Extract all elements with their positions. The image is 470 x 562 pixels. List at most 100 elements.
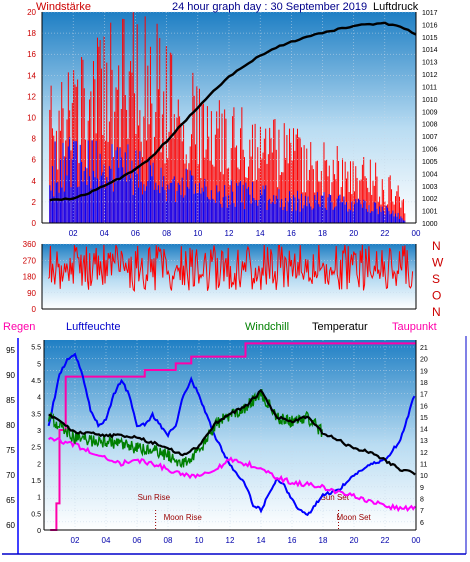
wind-tick-label: 6: [32, 156, 37, 165]
wind-tick-label: 10: [27, 114, 36, 123]
climate-x-tick: 08: [164, 536, 173, 545]
wind-tick-label: 14: [27, 71, 36, 80]
climate-x-tick: 10: [195, 536, 204, 545]
humidity-tick-label: 80: [6, 421, 15, 430]
pressure-axis-title: Luftdruck: [373, 1, 419, 13]
pressure-tick-label: 1009: [422, 109, 438, 116]
dewpoint-legend: Taupunkt: [392, 321, 437, 333]
pressure-tick-label: 1007: [422, 134, 438, 141]
wind-x-tick: 14: [256, 229, 265, 238]
wind-x-tick: 06: [131, 229, 140, 238]
humidity-tick-label: 70: [6, 471, 15, 480]
pressure-tick-label: 1014: [422, 47, 438, 54]
wind-tick-label: 8: [32, 135, 37, 144]
wind-x-tick: 10: [193, 229, 202, 238]
wind-tick-label: 12: [27, 92, 36, 101]
temperature-tick-label: 19: [420, 368, 428, 375]
rain-tick-label: 4.5: [31, 378, 41, 385]
temperature-tick-label: 6: [420, 520, 424, 527]
pressure-tick-label: 1010: [422, 97, 438, 104]
temperature-tick-label: 12: [420, 450, 428, 457]
wind-tick-label: 4: [32, 177, 37, 186]
direction-tick-label: 180: [23, 273, 37, 282]
wind-tick-label: 0: [32, 219, 37, 228]
rain-tick-label: 5.5: [31, 345, 41, 352]
rain-tick-label: 5: [37, 361, 41, 368]
wind-direction-series-line: [47, 244, 414, 292]
compass-label: N: [432, 239, 441, 253]
wind-x-tick: 22: [380, 229, 389, 238]
direction-tick-label: 360: [23, 240, 37, 249]
pressure-tick-label: 1005: [422, 159, 438, 166]
wind-tick-label: 2: [32, 198, 37, 207]
pressure-series-line: [49, 21, 417, 202]
rain-tick-label: 0: [37, 528, 41, 535]
humidity-tick-labels: 60 65 70 75 80 85 90 95: [6, 346, 15, 530]
compass-label: O: [432, 289, 441, 303]
rain-tick-label: 3: [37, 428, 41, 435]
rain-axis-title: Regen: [3, 321, 35, 333]
humidity-tick-label: 65: [6, 496, 15, 505]
climate-x-tick: 00: [412, 536, 421, 545]
temperature-tick-label: 7: [420, 508, 424, 515]
astronomy-label: Moon Rise: [164, 513, 203, 522]
wind-x-tick-labels: 02 04 06 08 10 12 14 16 18 20 22 00: [69, 229, 421, 238]
climate-x-tick: 12: [226, 536, 235, 545]
compass-label: N: [432, 305, 441, 319]
climate-x-tick: 22: [381, 536, 390, 545]
wind-x-tick: 12: [225, 229, 234, 238]
windchill-legend: Windchill: [245, 321, 289, 333]
rain-tick-label: 4: [37, 395, 41, 402]
compass-label: S: [432, 272, 440, 286]
humidity-tick-label: 60: [6, 521, 15, 530]
climate-x-tick-labels: 02 04 06 08 10 12 14 16 18 20 22 00: [71, 536, 421, 545]
humidity-tick-label: 85: [6, 396, 15, 405]
wind-tick-label: 16: [27, 50, 36, 59]
rain-tick-label: 0.5: [31, 511, 41, 518]
wind-x-tick: 02: [69, 229, 78, 238]
astronomy-annotations: Sun Rise Moon Rise Sun Set Moon Set: [138, 493, 372, 530]
wind-x-tick: 08: [162, 229, 171, 238]
rain-series-line: [50, 342, 416, 531]
astronomy-label: Moon Set: [337, 513, 372, 522]
astronomy-label: Sun Rise: [138, 493, 171, 502]
chart-title: 24 hour graph day : 30 September 2019: [172, 1, 367, 13]
wind-axis-title: Windstärke: [36, 1, 91, 13]
wind-x-tick: 04: [100, 229, 109, 238]
climate-x-tick: 06: [133, 536, 142, 545]
temperature-tick-label: 17: [420, 392, 428, 399]
rain-tick-label: 2.5: [31, 445, 41, 452]
pressure-tick-label: 1008: [422, 122, 438, 129]
pressure-tick-label: 1013: [422, 60, 438, 67]
direction-y-tick-labels: 0 90 180 270 360: [23, 240, 37, 314]
pressure-tick-label: 1001: [422, 209, 438, 216]
humidity-tick-label: 75: [6, 446, 15, 455]
humidity-axis-title: Luftfeuchte: [66, 321, 120, 333]
climate-x-tick: 16: [288, 536, 297, 545]
climate-x-tick: 04: [102, 536, 111, 545]
direction-tick-label: 0: [32, 305, 37, 314]
wind-tick-label: 20: [27, 8, 36, 17]
wind-x-tick: 16: [287, 229, 296, 238]
pressure-tick-label: 1006: [422, 147, 438, 154]
pressure-tick-label: 1003: [422, 184, 438, 191]
pressure-tick-label: 1016: [422, 22, 438, 29]
climate-x-tick: 18: [319, 536, 328, 545]
climate-x-tick: 14: [257, 536, 266, 545]
humidity-tick-label: 95: [6, 346, 15, 355]
pressure-y-tick-labels: 1000 1001 1002 1003 1004 1005 1006 1007 1008 1009…: [422, 10, 438, 228]
temperature-tick-label: 20: [420, 357, 428, 364]
wind-average-series: [49, 137, 406, 223]
climate-grid: [44, 340, 417, 530]
pressure-tick-label: 1004: [422, 171, 438, 178]
climate-x-tick: 20: [350, 536, 359, 545]
rain-tick-label: 3.5: [31, 411, 41, 418]
pressure-tick-label: 1002: [422, 196, 438, 203]
temperature-legend: Temperatur: [312, 321, 368, 333]
wind-x-tick: 18: [318, 229, 327, 238]
humidity-tick-label: 90: [6, 371, 15, 380]
astronomy-label: Sun Set: [321, 493, 350, 502]
wind-x-tick: 20: [349, 229, 358, 238]
